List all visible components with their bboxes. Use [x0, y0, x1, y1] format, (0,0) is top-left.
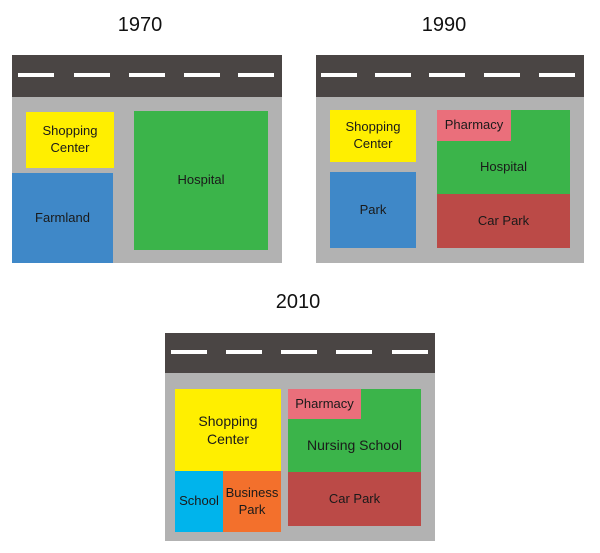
- zone-label: Farmland: [35, 209, 90, 225]
- zone-label: Car Park: [477, 212, 530, 228]
- zone-label: Shopping Center: [345, 119, 401, 151]
- zone-shopping-center: Shopping Center: [330, 110, 416, 162]
- zone-label: Park: [359, 201, 387, 217]
- road-marking: [539, 73, 575, 77]
- road-marking: [238, 73, 274, 77]
- zone-business-park: Business Park: [223, 471, 281, 532]
- zone-label: Pharmacy: [444, 117, 504, 133]
- zone-car-park: Car Park: [288, 472, 421, 526]
- road-marking: [484, 73, 520, 77]
- year-label-1970: 1970: [117, 14, 163, 36]
- zone-label: Shopping Center: [42, 123, 98, 155]
- zone-label: Nursing School: [307, 436, 402, 453]
- road-marking: [429, 73, 465, 77]
- zone-hospital: Hospital: [134, 111, 268, 250]
- road-marking: [392, 350, 428, 354]
- road-marking: [171, 350, 207, 354]
- zone-label: Hospital: [177, 172, 225, 188]
- year-label-1990: 1990: [421, 14, 467, 36]
- road-marking: [375, 73, 411, 77]
- zone-pharmacy: Pharmacy: [288, 389, 361, 419]
- zone-label: Shopping Center: [198, 412, 258, 447]
- road-marking: [281, 350, 317, 354]
- zone-label: School: [179, 493, 219, 509]
- map-2010: Shopping Center School Business Park Nur…: [165, 333, 435, 541]
- zone-farmland: Farmland: [12, 173, 113, 263]
- zone-school: School: [175, 471, 223, 532]
- zone-shopping-center: Shopping Center: [26, 112, 114, 168]
- map-1970: Shopping Center Farmland Hospital: [12, 55, 282, 263]
- road-marking: [184, 73, 220, 77]
- map-1990: Shopping Center Park Hospital Pharmacy C…: [316, 55, 584, 263]
- road-marking: [336, 350, 372, 354]
- road: [316, 55, 584, 97]
- road-marking: [74, 73, 110, 77]
- zone-park: Park: [330, 172, 416, 248]
- zone-car-park: Car Park: [437, 194, 570, 248]
- zone-pharmacy: Pharmacy: [437, 110, 511, 141]
- road-marking: [226, 350, 262, 354]
- zone-label: Pharmacy: [295, 395, 354, 411]
- zone-label: Hospital: [480, 159, 527, 175]
- zone-shopping-center: Shopping Center: [175, 389, 281, 471]
- road: [165, 333, 435, 373]
- road: [12, 55, 282, 97]
- road-marking: [18, 73, 54, 77]
- zone-label: Car Park: [328, 490, 381, 506]
- road-marking: [321, 73, 357, 77]
- road-marking: [129, 73, 165, 77]
- zone-label: Business Park: [225, 484, 279, 517]
- year-label-2010: 2010: [275, 291, 321, 313]
